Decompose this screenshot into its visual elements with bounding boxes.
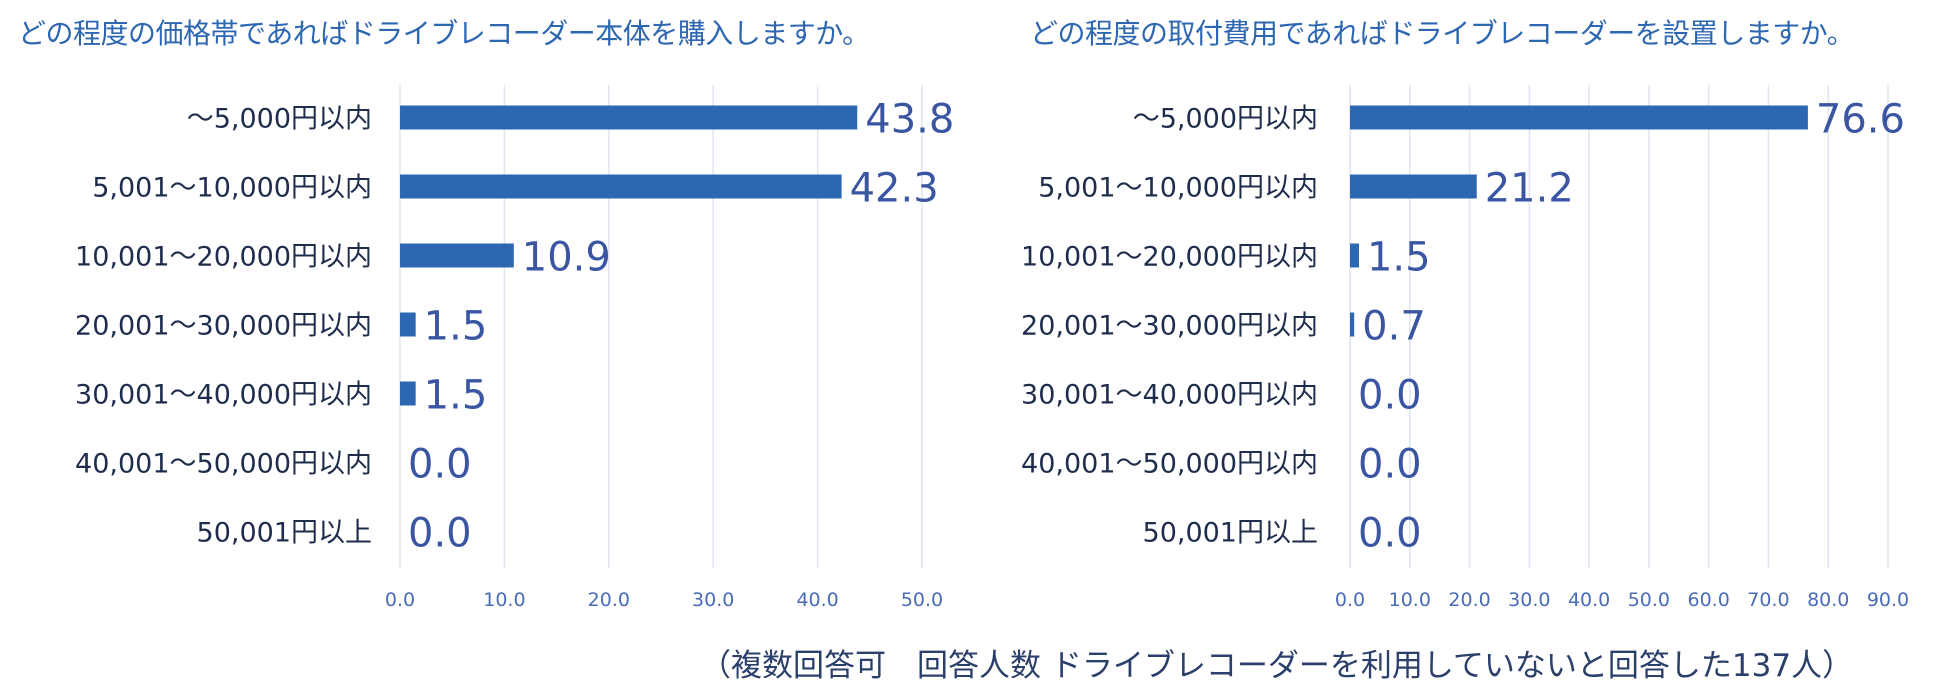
x-tick-label-right-3: 30.0 [1508, 589, 1550, 611]
value-label-right-2: 1.5 [1367, 235, 1431, 281]
category-label-right-6: 50,001円以上 [1143, 518, 1318, 549]
x-tick-label-right-4: 40.0 [1568, 589, 1610, 611]
bar-right-3 [1350, 312, 1355, 337]
value-label-right-6: 0.0 [1358, 511, 1422, 557]
value-label-right-0: 76.6 [1816, 97, 1905, 143]
chart-title-right: どの程度の取付費用であればドライブレコーダーを設置しますか。 [1030, 17, 1855, 50]
x-tick-label-left-3: 30.0 [692, 589, 734, 611]
bar-right-0 [1350, 105, 1808, 130]
category-label-left-3: 20,001～30,000円以内 [75, 311, 372, 342]
category-label-left-2: 10,001～20,000円以内 [75, 242, 372, 273]
value-label-right-3: 0.7 [1362, 304, 1426, 350]
value-label-left-3: 1.5 [424, 304, 488, 350]
x-tick-label-right-6: 60.0 [1688, 589, 1730, 611]
category-label-right-1: 5,001～10,000円以内 [1038, 173, 1318, 204]
value-label-left-5: 0.0 [408, 442, 472, 488]
x-tick-label-left-0: 0.0 [385, 589, 415, 611]
x-tick-label-right-8: 80.0 [1807, 589, 1849, 611]
category-label-right-0: ～5,000円以内 [1133, 104, 1318, 135]
category-label-right-2: 10,001～20,000円以内 [1021, 242, 1318, 273]
value-label-left-4: 1.5 [424, 373, 488, 419]
value-label-left-0: 43.8 [865, 97, 954, 143]
category-label-left-1: 5,001～10,000円以内 [92, 173, 372, 204]
bar-left-2 [400, 243, 514, 268]
footnote: （複数回答可 回答人数 ドライブレコーダーを利用していないと回答した137人） [700, 648, 1854, 684]
value-label-right-4: 0.0 [1358, 373, 1422, 419]
bar-left-4 [400, 381, 416, 406]
category-label-right-3: 20,001～30,000円以内 [1021, 311, 1318, 342]
bar-left-3 [400, 312, 416, 337]
category-label-left-5: 40,001～50,000円以内 [75, 449, 372, 480]
value-label-left-6: 0.0 [408, 511, 472, 557]
value-label-left-2: 10.9 [522, 235, 611, 281]
x-tick-label-right-5: 50.0 [1628, 589, 1670, 611]
x-tick-label-right-1: 10.0 [1389, 589, 1431, 611]
bar-right-1 [1350, 174, 1477, 199]
x-tick-label-right-7: 70.0 [1747, 589, 1789, 611]
value-label-left-1: 42.3 [850, 166, 939, 212]
category-label-right-5: 40,001～50,000円以内 [1021, 449, 1318, 480]
x-tick-label-right-0: 0.0 [1335, 589, 1365, 611]
category-label-left-0: ～5,000円以内 [187, 104, 372, 135]
category-label-right-4: 30,001～40,000円以内 [1021, 380, 1318, 411]
x-tick-label-left-2: 20.0 [588, 589, 630, 611]
x-tick-label-left-4: 40.0 [796, 589, 838, 611]
value-label-right-5: 0.0 [1358, 442, 1422, 488]
x-tick-label-right-2: 20.0 [1448, 589, 1490, 611]
category-label-left-4: 30,001～40,000円以内 [75, 380, 372, 411]
bar-left-0 [400, 105, 858, 130]
value-label-right-1: 21.2 [1485, 166, 1574, 212]
bar-right-2 [1350, 243, 1359, 268]
bar-left-1 [400, 174, 842, 199]
x-tick-label-left-5: 50.0 [901, 589, 943, 611]
x-tick-label-left-1: 10.0 [483, 589, 525, 611]
x-tick-label-right-9: 90.0 [1867, 589, 1909, 611]
chart-title-left: どの程度の価格帯であればドライブレコーダー本体を購入しますか。 [18, 17, 870, 50]
category-label-left-6: 50,001円以上 [197, 518, 372, 549]
